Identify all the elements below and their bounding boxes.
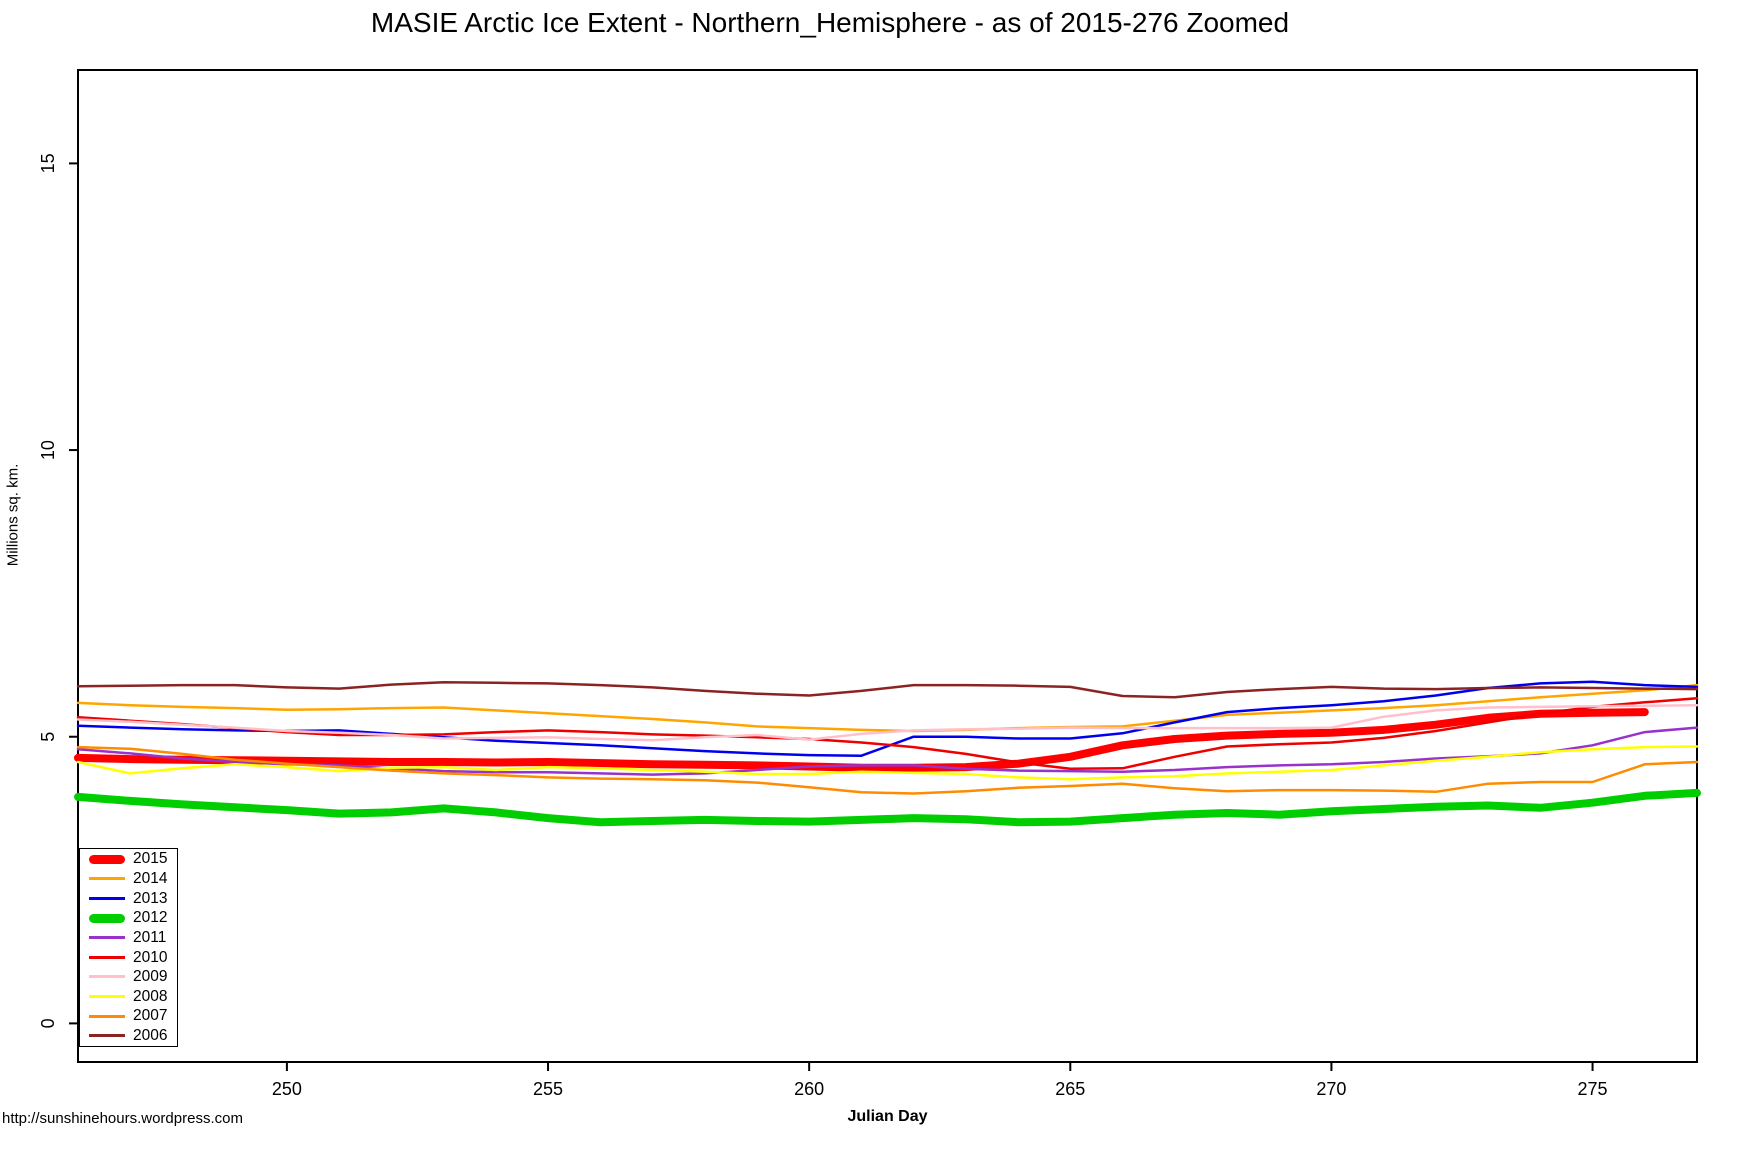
legend-item: 2012 <box>80 909 177 928</box>
x-tick-label: 250 <box>272 1079 302 1099</box>
x-axis-label: Julian Day <box>847 1108 928 1125</box>
x-tick-label: 255 <box>533 1079 563 1099</box>
legend-line-sample <box>89 995 125 998</box>
y-tick-label: 0 <box>38 1018 58 1028</box>
legend-item: 2014 <box>80 869 177 888</box>
legend-item-label: 2010 <box>133 948 168 966</box>
series-line-2008 <box>76 745 1699 781</box>
legend-item-label: 2011 <box>133 928 167 946</box>
series-line-2013 <box>76 680 1699 757</box>
series-line-2007 <box>76 745 1699 795</box>
legend-line-sample <box>89 936 125 940</box>
series-line-2009 <box>76 703 1699 742</box>
legend-line-sample <box>89 1034 125 1038</box>
legend-item: 2009 <box>80 967 177 986</box>
series-line-2014 <box>76 683 1699 733</box>
legend-item: 2015 <box>80 850 177 869</box>
legend-item: 2007 <box>80 1007 177 1026</box>
legend-item: 2011 <box>80 928 177 947</box>
chart-title: MASIE Arctic Ice Extent - Northern_Hemis… <box>370 7 1290 38</box>
series-line-2011 <box>76 726 1699 776</box>
legend-item-label: 2014 <box>133 870 168 887</box>
x-tick-label: 270 <box>1316 1079 1346 1099</box>
legend-line-sample <box>89 975 125 979</box>
x-tick-label: 260 <box>794 1079 824 1099</box>
legend-item: 2008 <box>80 987 177 1006</box>
legend-item-label: 2015 <box>133 850 168 868</box>
legend-item-label: 2012 <box>133 909 168 927</box>
legend-item: 2013 <box>80 889 177 908</box>
series-line-2015 <box>74 708 1649 772</box>
legend-line-sample <box>89 955 125 959</box>
legend-line-sample <box>89 913 125 923</box>
x-tick-label: 265 <box>1055 1079 1085 1099</box>
legend-item: 2006 <box>80 1026 177 1045</box>
series-line-2010 <box>76 697 1699 771</box>
series-line-2012 <box>74 788 1701 827</box>
y-tick-label: 5 <box>38 732 58 742</box>
legend-line-sample <box>89 896 125 900</box>
legend-line-sample <box>89 1014 125 1018</box>
x-tick-label: 275 <box>1578 1079 1608 1099</box>
source-url: http://sunshinehours.wordpress.com <box>2 1110 243 1127</box>
legend-line-sample <box>89 877 125 881</box>
legend-item-label: 2007 <box>133 1007 168 1025</box>
legend-item-label: 2009 <box>133 968 168 986</box>
legend: 2015 2014 2013 2012 2011 2010 2009 2008 2007 2006 <box>79 848 178 1047</box>
plot-border <box>77 69 1698 1063</box>
legend-item: 2010 <box>80 948 177 967</box>
legend-item-label: 2013 <box>133 889 168 907</box>
legend-line-sample <box>89 854 125 864</box>
series-line-2006 <box>76 681 1699 699</box>
legend-item-label: 2006 <box>133 1027 168 1044</box>
y-tick-label: 15 <box>38 153 58 173</box>
legend-item-label: 2008 <box>133 987 168 1005</box>
y-tick-label: 10 <box>38 440 58 460</box>
